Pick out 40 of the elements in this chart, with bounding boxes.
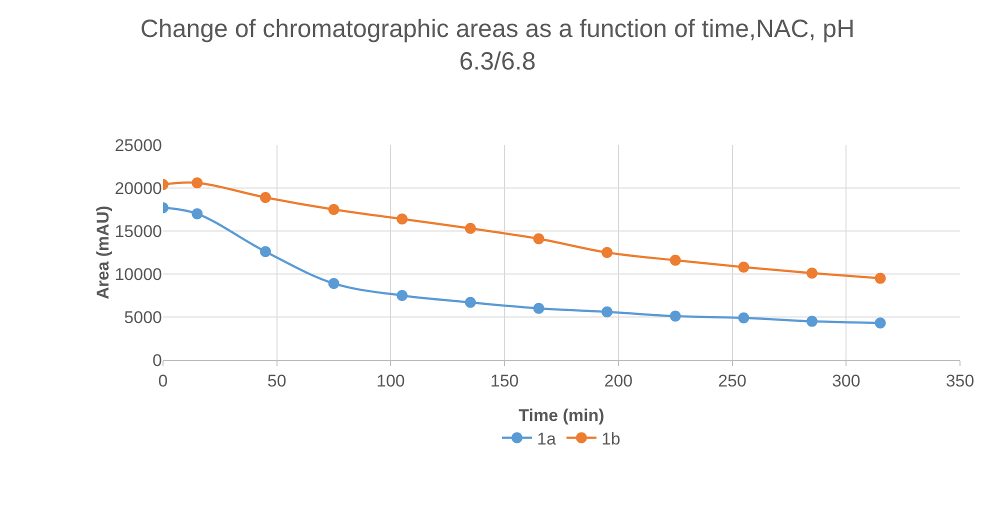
y-tick-label: 10000: [114, 264, 162, 284]
point: [738, 312, 750, 324]
point: [260, 246, 271, 258]
point: [396, 213, 408, 224]
x-tick-label: 150: [490, 371, 519, 390]
point: [192, 177, 203, 188]
point: [464, 222, 476, 234]
point: [192, 208, 203, 220]
x-tick-label: 100: [376, 371, 405, 390]
y-tick-label: 5000: [124, 308, 162, 327]
point: [533, 302, 544, 314]
x-tick-label: 350: [946, 371, 974, 390]
x-tick-label: 300: [832, 371, 860, 390]
point: [602, 247, 613, 258]
point: [874, 318, 886, 329]
chart-title: Change of chromatographic areas as a function of time,NAC, pH 6.3/6.8: [140, 14, 855, 76]
y-tick-label: 20000: [114, 178, 162, 198]
y-tick-label: 25000: [114, 136, 162, 155]
point: [806, 316, 818, 327]
point: [874, 272, 886, 284]
legend-label: 1a: [537, 429, 556, 448]
x-axis-title: Time (min): [518, 406, 604, 425]
point: [670, 310, 681, 322]
x-tick-label: 50: [267, 371, 286, 390]
point: [602, 306, 613, 318]
y-tick-label: 15000: [114, 222, 162, 241]
point: [738, 262, 750, 273]
point: [328, 278, 340, 289]
legend-label: 1b: [601, 429, 620, 448]
point: [670, 254, 681, 266]
x-tick-label: 250: [718, 371, 746, 390]
y-tick-label: 0: [152, 350, 162, 370]
point: [464, 296, 476, 308]
point: [328, 204, 340, 215]
x-tick-label: 200: [604, 371, 633, 390]
y-axis-title: Area (mAU): [94, 206, 113, 300]
point: [806, 268, 818, 279]
point: [260, 192, 271, 203]
point: [396, 290, 408, 301]
point: [533, 233, 544, 244]
